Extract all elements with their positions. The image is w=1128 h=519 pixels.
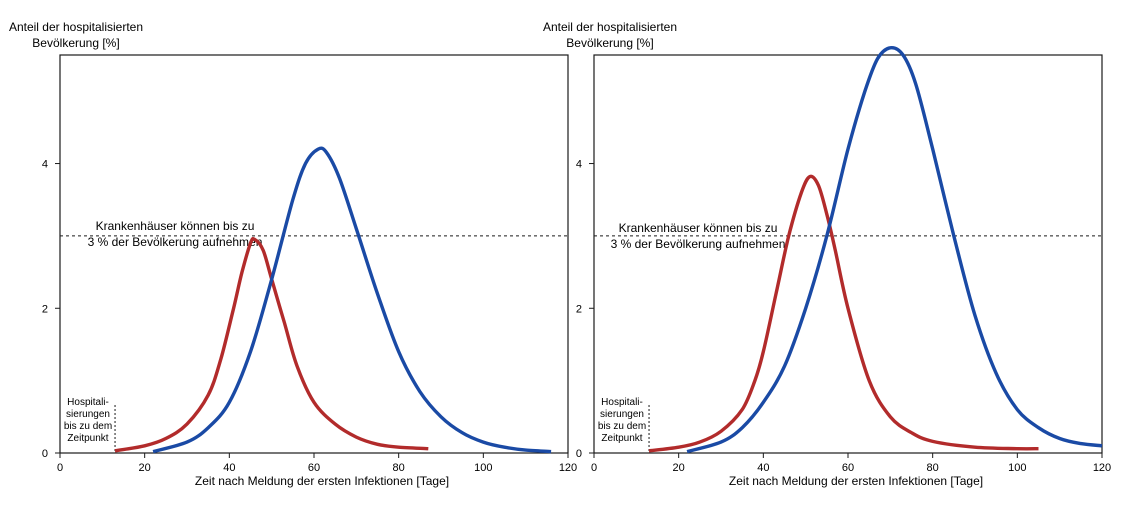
series-line-1 (114, 237, 429, 453)
y-tick-label: 2 (42, 303, 48, 315)
series-line-1 (648, 174, 1039, 453)
y-tick-label: 2 (576, 303, 582, 315)
x-tick-label: 120 (1093, 462, 1111, 474)
start-marker-label: Zeitpunkt (601, 433, 642, 444)
x-axis-label: Zeit nach Meldung der ersten Infektionen… (729, 474, 983, 488)
x-tick-label: 60 (308, 462, 320, 474)
chart-panel-2: Anteil der hospitalisierten Bevölkerung [… (543, 20, 1111, 488)
x-tick-label: 100 (1008, 462, 1026, 474)
y-tick-label: 4 (42, 159, 48, 171)
chart-panel-1: Anteil der hospitalisierten Bevölkerung [… (9, 20, 577, 488)
series-line-2 (152, 146, 552, 454)
x-tick-label: 60 (842, 462, 854, 474)
plot-frame (59, 54, 569, 454)
x-tick-label: 20 (139, 462, 151, 474)
x-tick-label: 80 (927, 462, 939, 474)
y-tick-label: 0 (576, 448, 582, 460)
threshold-annotation: Krankenhäuser können bis zu (619, 221, 778, 235)
x-tick-label: 40 (757, 462, 769, 474)
x-tick-label: 40 (223, 462, 235, 474)
start-marker-label: sierungen (66, 409, 110, 420)
x-tick-label: 0 (591, 462, 597, 474)
threshold-annotation: Krankenhäuser können bis zu (96, 219, 255, 233)
start-marker-label: Hospitali- (601, 397, 643, 408)
y-axis-label: Anteil der hospitalisierten (9, 20, 143, 34)
x-tick-label: 120 (559, 462, 577, 474)
start-marker-label: bis zu dem (64, 421, 112, 432)
start-marker-label: Zeitpunkt (67, 433, 108, 444)
start-marker-label: Hospitali- (67, 397, 109, 408)
x-tick-label: 100 (474, 462, 492, 474)
y-axis-label: Anteil der hospitalisierten (543, 20, 677, 34)
y-tick-label: 4 (576, 159, 582, 171)
x-axis-label: Zeit nach Meldung der ersten Infektionen… (195, 474, 449, 488)
x-tick-label: 0 (57, 462, 63, 474)
y-axis-label: Bevölkerung [%] (566, 36, 653, 50)
x-tick-label: 20 (673, 462, 685, 474)
threshold-annotation: 3 % der Bevölkerung aufnehmen (88, 235, 263, 249)
start-marker-label: sierungen (600, 409, 644, 420)
threshold-annotation: 3 % der Bevölkerung aufnehmen (611, 237, 786, 251)
plot-frame (593, 54, 1103, 454)
y-axis-label: Bevölkerung [%] (32, 36, 119, 50)
series-line-2 (686, 45, 1103, 454)
x-tick-label: 80 (393, 462, 405, 474)
start-marker-label: bis zu dem (598, 421, 646, 432)
y-tick-label: 0 (42, 448, 48, 460)
